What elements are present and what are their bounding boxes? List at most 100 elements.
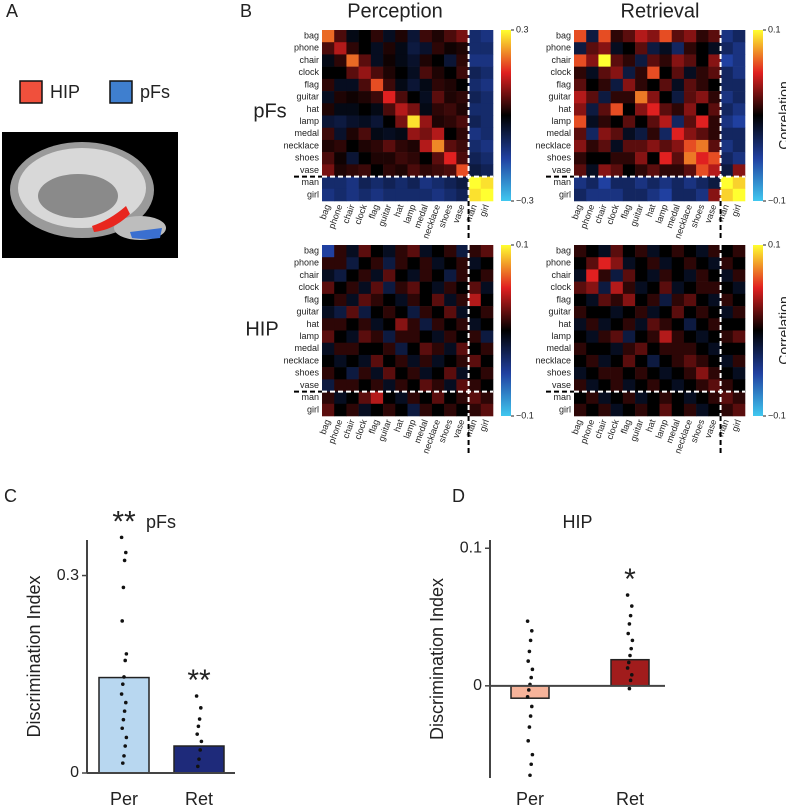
heat-cell (696, 318, 709, 331)
heat-cell (395, 354, 408, 368)
heat-cell (346, 354, 359, 368)
data-point (121, 585, 126, 590)
heat-cell (370, 403, 384, 417)
heat-cell (683, 30, 697, 43)
heat-cell (322, 66, 335, 80)
heat-cell (456, 318, 469, 331)
heat-cell (431, 176, 445, 190)
heat-cell (683, 42, 697, 55)
heat-cell (622, 152, 636, 165)
heat-cell (407, 139, 421, 153)
heat-cell (358, 188, 372, 202)
row-label: girl (559, 404, 571, 414)
heat-cell (647, 403, 660, 417)
heat-cell (358, 54, 372, 67)
heat-cell (395, 257, 408, 270)
heat-cell (407, 103, 421, 116)
colorbar-tick-label: 0.3 (516, 24, 529, 34)
heat-cell (647, 30, 660, 43)
heat-cell (671, 66, 685, 80)
heat-cell (480, 115, 494, 129)
heat-cell (322, 91, 335, 104)
heat-cell (598, 281, 611, 295)
heat-cell (659, 379, 673, 392)
heat-cell (395, 330, 408, 344)
heat-cell (468, 188, 482, 202)
heat-cell (683, 330, 697, 344)
column-label: bag (570, 203, 585, 221)
heat-cell (431, 403, 445, 417)
heat-cell (586, 127, 599, 141)
heat-cell (732, 42, 746, 55)
heat-cell (683, 403, 697, 417)
heat-cell (431, 354, 445, 368)
heat-cell (647, 367, 660, 380)
heat-cell (683, 257, 697, 270)
heat-cell (574, 139, 587, 153)
row-label: hat (558, 104, 571, 114)
heat-cell (370, 127, 384, 141)
column-label: girl (729, 203, 743, 218)
heat-cell (732, 367, 746, 380)
row-title: HIP (245, 318, 278, 340)
row-label: necklace (535, 140, 571, 150)
heat-cell (622, 257, 636, 270)
heat-cell (696, 188, 709, 202)
heat-cell (708, 306, 721, 319)
heat-cell (683, 391, 697, 405)
heat-cell (683, 354, 697, 368)
heat-cell (659, 91, 673, 104)
heat-cell (647, 293, 660, 307)
heat-cell (468, 318, 482, 331)
heat-cell (647, 42, 660, 55)
heat-cell (407, 115, 421, 129)
column-label: man (463, 418, 478, 438)
heat-cell (586, 115, 599, 129)
heat-cell (683, 293, 697, 307)
heat-cell (610, 354, 624, 368)
heat-cell (444, 127, 457, 141)
row-label: chair (551, 55, 571, 65)
heat-cell (696, 139, 709, 153)
row-label: clock (298, 67, 319, 77)
heat-cell (370, 152, 384, 165)
heat-cell (334, 330, 347, 344)
colorbar (753, 245, 763, 416)
heat-cell (322, 127, 335, 141)
heat-cell (708, 30, 721, 43)
heat-cell (431, 306, 445, 319)
row-label: hat (558, 319, 571, 329)
heat-cell (659, 367, 673, 380)
bar (510, 685, 550, 699)
heat-cell (444, 91, 457, 104)
heat-cell (586, 164, 599, 177)
heat-cell (720, 281, 734, 295)
heat-cell (708, 257, 721, 270)
heat-cell (383, 403, 396, 417)
heat-cell (671, 115, 685, 129)
heat-cell (480, 391, 494, 405)
row-label: girl (559, 189, 571, 199)
heat-cell (586, 403, 599, 417)
row-label: chair (299, 270, 319, 280)
heat-cell (334, 403, 347, 417)
heat-cell (395, 164, 408, 177)
heat-cell (456, 306, 469, 319)
heat-cell (598, 342, 611, 356)
heat-cell (635, 127, 648, 141)
heat-cell (370, 42, 384, 55)
heat-cell (419, 269, 433, 282)
row-label: guitar (548, 307, 571, 317)
heat-cell (322, 188, 335, 202)
data-point (527, 649, 532, 654)
heat-cell (598, 330, 611, 344)
heat-cell (480, 269, 494, 282)
heat-cell (431, 78, 445, 92)
heat-cell (322, 342, 335, 356)
row-label: flag (304, 79, 319, 89)
heat-cell (322, 281, 335, 295)
heat-cell (586, 30, 599, 43)
heat-cell (370, 281, 384, 295)
heat-cell (708, 152, 721, 165)
heat-cell (431, 188, 445, 202)
